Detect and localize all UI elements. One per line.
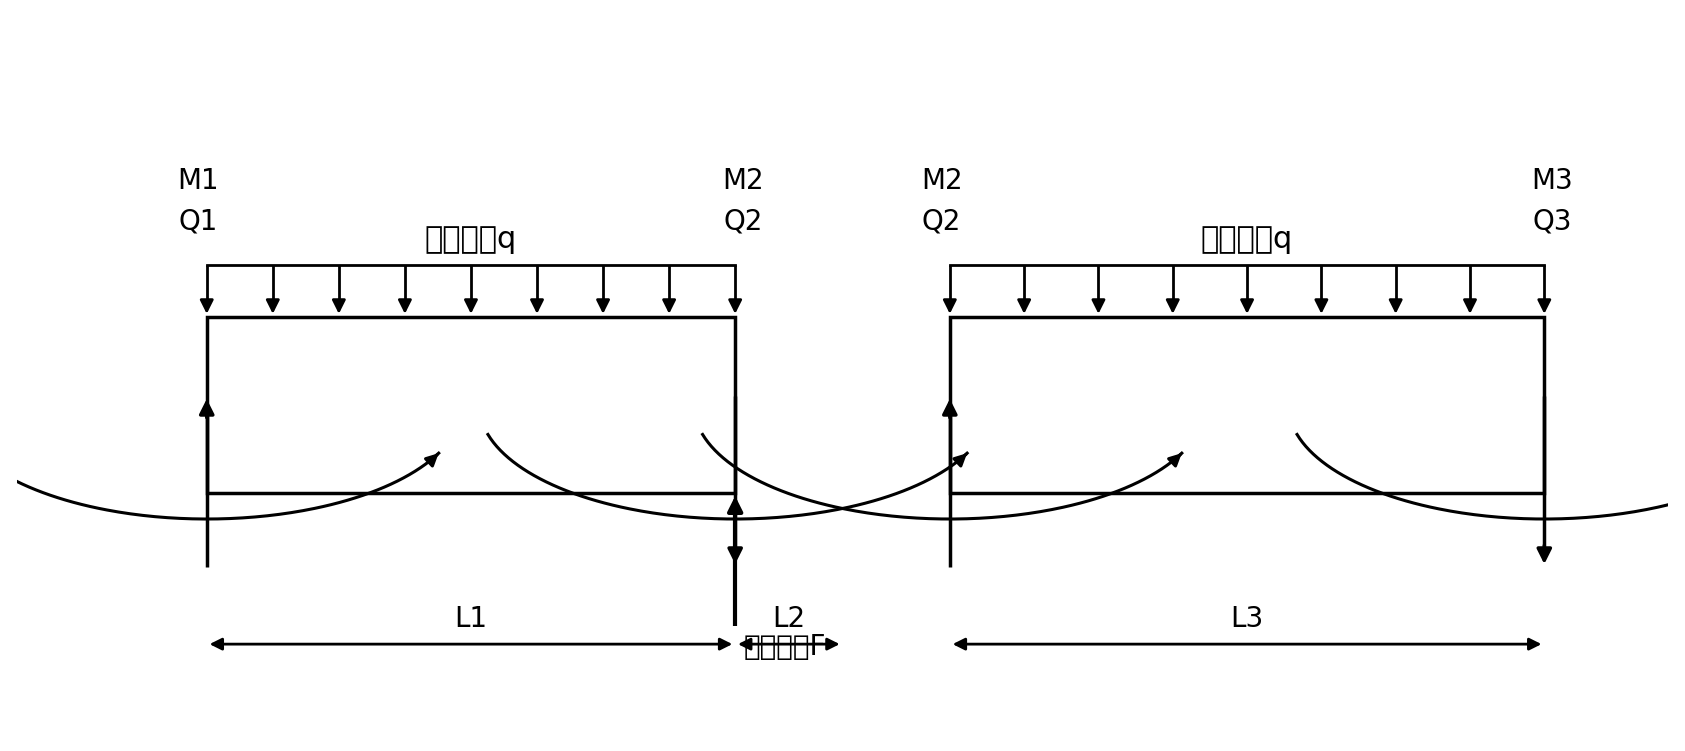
Text: L2: L2 — [772, 605, 805, 633]
Text: M2: M2 — [723, 167, 765, 195]
Text: M3: M3 — [1532, 167, 1574, 195]
Text: 均布质量q: 均布质量q — [1201, 225, 1292, 254]
Text: Q2: Q2 — [725, 208, 763, 236]
Text: 均布质量q: 均布质量q — [425, 225, 517, 254]
Bar — [207, 317, 735, 493]
Text: M2: M2 — [920, 167, 962, 195]
Text: 轴承反力F: 轴承反力F — [743, 633, 826, 661]
Text: Q3: Q3 — [1533, 208, 1572, 236]
Text: L1: L1 — [455, 605, 487, 633]
Text: L3: L3 — [1230, 605, 1264, 633]
Text: Q1: Q1 — [179, 208, 217, 236]
Bar — [950, 317, 1543, 493]
Text: M1: M1 — [177, 167, 219, 195]
Text: Q2: Q2 — [922, 208, 960, 236]
